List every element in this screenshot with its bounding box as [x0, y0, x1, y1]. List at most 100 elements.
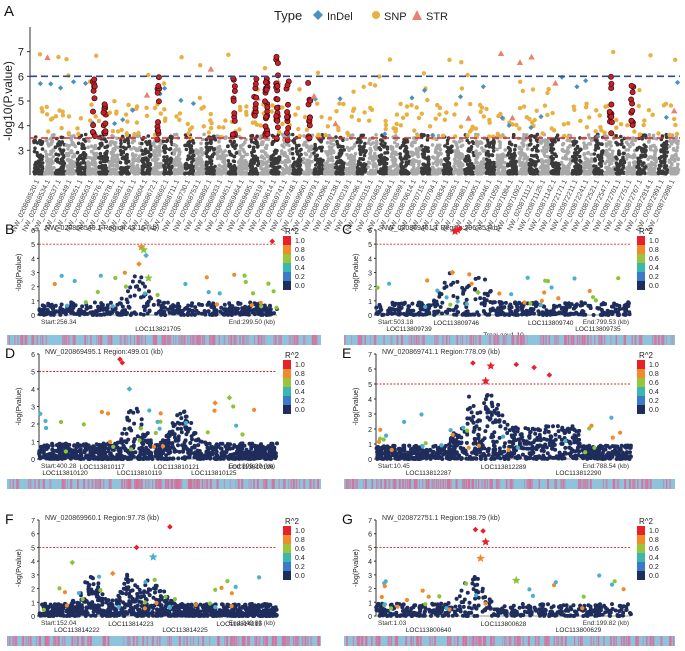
- chrom-group: [570, 84, 584, 176]
- snp-point: [521, 163, 525, 167]
- snp-point: [334, 135, 338, 139]
- snp-point: [265, 170, 270, 174]
- snp-point: [199, 141, 203, 146]
- snp-point: [207, 170, 211, 175]
- snp-point: [164, 139, 169, 144]
- y-tick-label-a: 5: [18, 96, 24, 108]
- snp-point: [126, 138, 130, 143]
- snp-signif-point: [315, 70, 321, 76]
- panel-letter-a: A: [4, 3, 14, 20]
- snp-point: [73, 164, 77, 169]
- snp-point: [593, 148, 598, 152]
- lead-point: [608, 101, 615, 108]
- snp-point: [165, 155, 169, 159]
- snp-point: [572, 151, 577, 155]
- legend-str-label: STR: [426, 11, 448, 23]
- snp-signif-point: [674, 131, 680, 137]
- snp-point: [40, 170, 44, 174]
- snp-point: [250, 169, 254, 173]
- snp-point: [605, 150, 609, 155]
- snp-point: [675, 165, 680, 170]
- snp-signif-point: [112, 99, 117, 104]
- snp-point: [530, 147, 534, 152]
- snp-point: [115, 167, 119, 171]
- snp-point: [157, 171, 162, 176]
- snp-point: [282, 145, 286, 149]
- lead-point: [264, 131, 271, 138]
- snp-point: [35, 141, 40, 145]
- snp-point: [249, 134, 253, 138]
- snp-signif-point: [37, 52, 43, 57]
- snp-point: [337, 151, 342, 156]
- snp-signif-point: [345, 130, 350, 136]
- snp-point: [228, 171, 233, 176]
- snp-signif-point: [216, 125, 222, 130]
- lead-point: [91, 95, 98, 102]
- snp-point: [125, 152, 129, 157]
- snp-point: [191, 149, 195, 153]
- snp-signif-point: [636, 103, 641, 109]
- lead-point: [229, 131, 236, 138]
- snp-point: [118, 160, 123, 165]
- snp-point: [273, 172, 278, 176]
- snp-point: [109, 172, 114, 176]
- snp-point: [303, 171, 308, 175]
- snp-signif-point: [334, 109, 339, 114]
- chrom-group: [236, 104, 250, 176]
- snp-signif-point: [473, 126, 479, 131]
- snp-point: [46, 142, 50, 146]
- snp-point: [157, 150, 161, 154]
- snp-signif-point: [540, 131, 545, 136]
- ld-point: [80, 304, 85, 309]
- snp-signif-point: [258, 123, 263, 128]
- snp-point: [178, 163, 183, 167]
- snp-point: [61, 155, 66, 159]
- snp-signif-point: [50, 116, 55, 121]
- snp-point: [377, 159, 381, 163]
- snp-signif-point: [295, 105, 301, 111]
- snp-point: [233, 146, 237, 151]
- snp-signif-point: [66, 114, 72, 119]
- snp-point: [132, 171, 136, 175]
- snp-point: [217, 139, 221, 144]
- snp-signif-point: [144, 113, 150, 119]
- snp-point: [328, 168, 333, 173]
- snp-point: [285, 160, 290, 164]
- snp-point: [91, 171, 96, 176]
- snp-point: [166, 162, 171, 167]
- indel-point: [190, 100, 197, 107]
- snp-point: [410, 153, 414, 158]
- snp-point: [99, 144, 103, 148]
- snp-point: [200, 147, 204, 151]
- snp-signif-point: [433, 116, 438, 121]
- snp-signif-point: [414, 105, 419, 110]
- snp-point: [248, 171, 253, 176]
- snp-point: [414, 150, 419, 154]
- snp-signif-point: [341, 101, 346, 107]
- snp-point: [36, 171, 41, 176]
- snp-point: [88, 156, 93, 160]
- snp-point: [177, 153, 181, 158]
- chrom-group: [150, 74, 164, 176]
- snp-point: [584, 161, 588, 166]
- snp-point: [52, 166, 56, 170]
- indel-point: [559, 74, 565, 80]
- snp-point: [395, 164, 400, 168]
- snp-point: [315, 153, 320, 158]
- snp-point: [143, 149, 147, 153]
- snp-point: [119, 150, 124, 154]
- lead-point: [306, 122, 313, 129]
- snp-point: [642, 153, 647, 158]
- snp-point: [415, 166, 420, 171]
- snp-signif-point: [185, 121, 190, 127]
- lead-point: [608, 130, 615, 137]
- snp-point: [394, 152, 398, 156]
- snp-signif-point: [351, 89, 356, 94]
- snp-point: [599, 142, 603, 146]
- snp-point: [165, 159, 169, 163]
- snp-point: [261, 161, 265, 166]
- snp-point: [60, 140, 65, 144]
- snp-point: [254, 156, 259, 160]
- snp-point: [582, 171, 586, 175]
- snp-point: [232, 154, 236, 159]
